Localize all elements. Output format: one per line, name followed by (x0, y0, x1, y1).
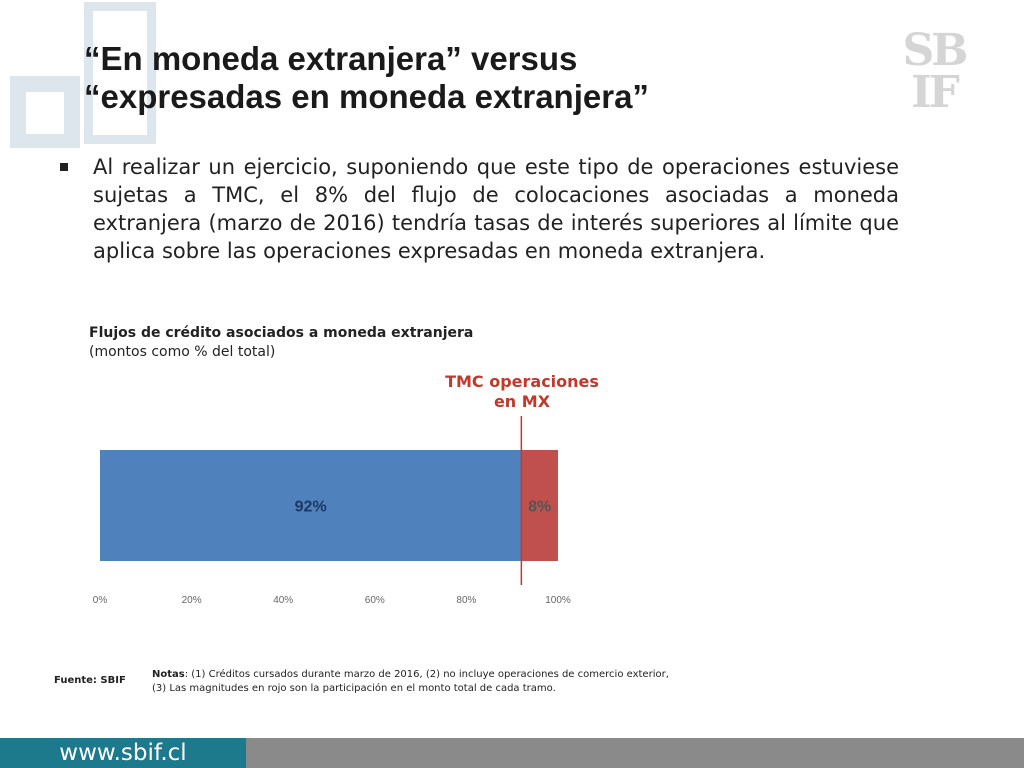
notes-label: Notas (152, 669, 185, 680)
x-tick-label: 0% (93, 595, 108, 606)
x-tick-label: 40% (273, 595, 293, 606)
chart-title: Flujos de crédito asociados a moneda ext… (89, 325, 474, 341)
chart-subtitle: (montos como % del total) (89, 344, 276, 360)
logo-line1: SB (902, 25, 969, 76)
slide-title-line1: “En moneda extranjera” versus (84, 40, 578, 77)
bar-data-label-1: 92% (295, 499, 327, 516)
bullet-text: Al realizar un ejercicio, suponiendo que… (93, 155, 899, 263)
x-tick-label: 100% (545, 595, 571, 606)
x-tick-label: 80% (456, 595, 476, 606)
tmc-label-line2: en MX (493, 392, 551, 411)
notes-text: Notas: (1) Créditos cursados durante mar… (152, 668, 672, 696)
bullet-marker-icon (60, 163, 68, 171)
decorative-square-top (84, 2, 156, 144)
bar-data-label-2: 8% (528, 499, 551, 516)
bar-segment-2 (521, 450, 558, 561)
x-tick-label: 60% (365, 595, 385, 606)
slide-title-line2: “expresadas en moneda extranjera” (84, 78, 649, 115)
sbif-logo: SB IF (893, 29, 975, 122)
footer-url-link[interactable]: www.sbif.cl (0, 738, 246, 768)
logo-line2: IF (911, 67, 960, 118)
x-tick-label: 20% (182, 595, 202, 606)
notes-body: : (1) Créditos cursados durante marzo de… (152, 669, 669, 694)
decorative-square-inner (26, 92, 64, 134)
tmc-annotation-label: TMC operaciones en MX (430, 372, 614, 412)
tmc-label-line1: TMC operaciones (445, 372, 599, 391)
source-note: Fuente: SBIF (54, 675, 126, 686)
slide-title: “En moneda extranjera” versus “expresada… (84, 40, 844, 116)
bar-segment-1 (100, 450, 522, 561)
